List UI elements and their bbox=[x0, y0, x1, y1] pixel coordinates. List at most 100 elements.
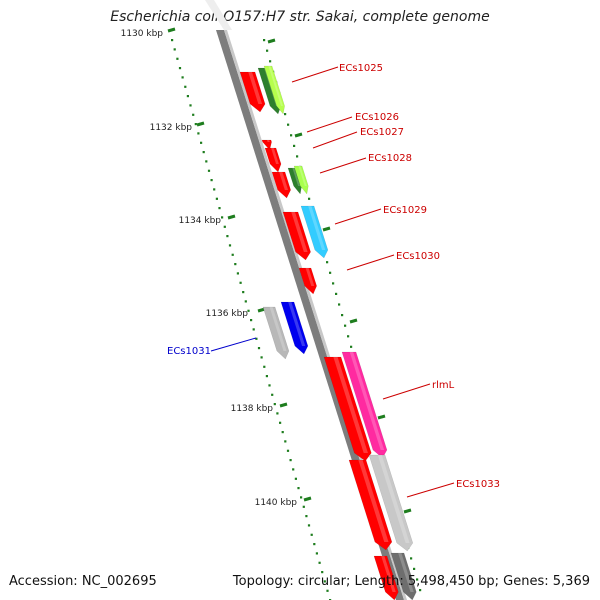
tick-dot bbox=[213, 188, 216, 191]
tick-dot bbox=[279, 421, 282, 424]
tick-dot bbox=[350, 345, 353, 348]
tick-dot bbox=[228, 244, 232, 247]
tick-dot bbox=[178, 67, 182, 70]
tick-dot bbox=[255, 337, 258, 340]
tick-dot bbox=[268, 384, 271, 387]
major-tick bbox=[196, 121, 205, 127]
leader-line-ECs1025 bbox=[291, 66, 339, 83]
tick-dot bbox=[338, 303, 341, 306]
leader-line-ECs1026 bbox=[306, 116, 353, 133]
gene-ECs1025[interactable] bbox=[239, 71, 266, 113]
tick-dot bbox=[294, 477, 297, 480]
tick-dot bbox=[194, 123, 197, 126]
leader-line-ECs1029 bbox=[334, 208, 382, 225]
gene-lime-2[interactable] bbox=[293, 165, 309, 195]
tick-dot bbox=[293, 144, 296, 147]
gene-ECs1031[interactable] bbox=[280, 301, 309, 355]
tick-dot bbox=[223, 225, 226, 228]
tick-dot bbox=[247, 309, 250, 312]
major-tick bbox=[279, 402, 288, 408]
tick-dot bbox=[265, 375, 268, 378]
gene-label-ECs1025[interactable]: ECs1025 bbox=[339, 63, 383, 74]
tick-dot bbox=[300, 496, 303, 499]
tick-dot bbox=[252, 328, 255, 331]
tick-dot bbox=[218, 207, 221, 210]
tick-dot bbox=[318, 561, 321, 564]
gene-grey-1[interactable] bbox=[262, 306, 290, 360]
tick-dot bbox=[341, 314, 344, 317]
gene-label-ECs1027[interactable]: ECs1027 bbox=[360, 127, 404, 138]
gene-ECs1028[interactable] bbox=[271, 171, 291, 199]
major-tick bbox=[303, 496, 312, 502]
leader-line-rlmL bbox=[382, 383, 431, 400]
tick-label: 1140 kbp bbox=[255, 498, 298, 508]
gene-label-rlmL[interactable]: rlmL bbox=[432, 380, 455, 391]
tick-dot bbox=[234, 263, 237, 266]
tick-dot bbox=[281, 431, 284, 434]
tick-dot bbox=[410, 557, 413, 560]
major-tick bbox=[349, 318, 358, 324]
tick-dot bbox=[286, 449, 290, 452]
gene-label-ECs1030[interactable]: ECs1030 bbox=[396, 251, 440, 262]
gene-rlmL[interactable] bbox=[323, 356, 372, 462]
gene-grey-2[interactable] bbox=[368, 454, 414, 552]
gene-ECs1033[interactable] bbox=[348, 459, 393, 551]
tick-dot bbox=[326, 589, 329, 592]
major-tick bbox=[403, 508, 412, 514]
gene-ECs1027[interactable] bbox=[264, 147, 282, 173]
tick-dot bbox=[290, 134, 293, 137]
major-tick bbox=[227, 214, 236, 220]
gene-lime-1[interactable] bbox=[263, 65, 285, 115]
map-title: Escherichia coli O157:H7 str. Sakai, com… bbox=[110, 9, 490, 25]
tick-marks: 1130 kbp 1132 kbp 1134 kbp 1136 kbp 1138 kbp… bbox=[121, 27, 412, 514]
major-tick bbox=[267, 38, 276, 44]
tick-dot bbox=[184, 85, 187, 88]
tick-label: 1134 kbp bbox=[179, 216, 222, 226]
tick-dot bbox=[263, 39, 266, 42]
tick-dot bbox=[176, 57, 179, 60]
tick-dot bbox=[321, 571, 324, 574]
tick-dot bbox=[273, 403, 276, 406]
tick-dot bbox=[242, 291, 245, 294]
tick-dot bbox=[315, 552, 318, 555]
gene-label-ECs1033[interactable]: ECs1033 bbox=[456, 479, 500, 490]
tick-dot bbox=[313, 543, 316, 546]
tick-dot bbox=[186, 95, 189, 98]
accession-text: Accession: NC_002695 bbox=[9, 574, 157, 589]
leader-line-ECs1028 bbox=[319, 157, 367, 174]
tick-dot bbox=[284, 440, 287, 443]
gene-ECs1029[interactable] bbox=[282, 211, 311, 261]
gene-ECs1026[interactable] bbox=[261, 139, 272, 151]
gene-label-ECs1026[interactable]: ECs1026 bbox=[355, 112, 399, 123]
tick-dot bbox=[257, 347, 261, 350]
gene-magenta[interactable] bbox=[341, 351, 388, 459]
gene-label-ECs1031[interactable]: ECs1031 bbox=[167, 346, 211, 357]
topology-text: Topology: circular; Length: 5,498,450 bp… bbox=[232, 574, 590, 589]
tick-dot bbox=[271, 393, 274, 396]
tick-dot bbox=[289, 459, 292, 462]
tick-dot bbox=[202, 151, 205, 154]
tick-dot bbox=[192, 113, 195, 116]
gene-cyan[interactable] bbox=[300, 205, 329, 259]
tick-dot bbox=[250, 319, 253, 322]
tick-dot bbox=[205, 160, 208, 163]
tick-label: 1130 kbp bbox=[121, 29, 164, 39]
tick-label: 1136 kbp bbox=[206, 309, 249, 319]
gene-dark-grey[interactable] bbox=[390, 552, 417, 600]
gene-ECs1030[interactable] bbox=[298, 267, 317, 295]
tick-label: 1138 kbp bbox=[231, 404, 274, 414]
gene-label-ECs1028[interactable]: ECs1028 bbox=[368, 153, 412, 164]
major-tick bbox=[377, 414, 386, 420]
leader-line-ECs1031 bbox=[210, 337, 257, 352]
tick-dot bbox=[236, 272, 239, 275]
tick-dot bbox=[347, 335, 350, 338]
gene-label-ECs1029[interactable]: ECs1029 bbox=[383, 205, 427, 216]
tick-dot bbox=[305, 515, 308, 518]
tick-dot bbox=[332, 282, 335, 285]
gene-red-bottom[interactable] bbox=[373, 555, 399, 600]
leader-line-ECs1033 bbox=[406, 482, 455, 498]
major-tick bbox=[322, 226, 331, 232]
leader-line-ECs1030 bbox=[346, 254, 395, 271]
